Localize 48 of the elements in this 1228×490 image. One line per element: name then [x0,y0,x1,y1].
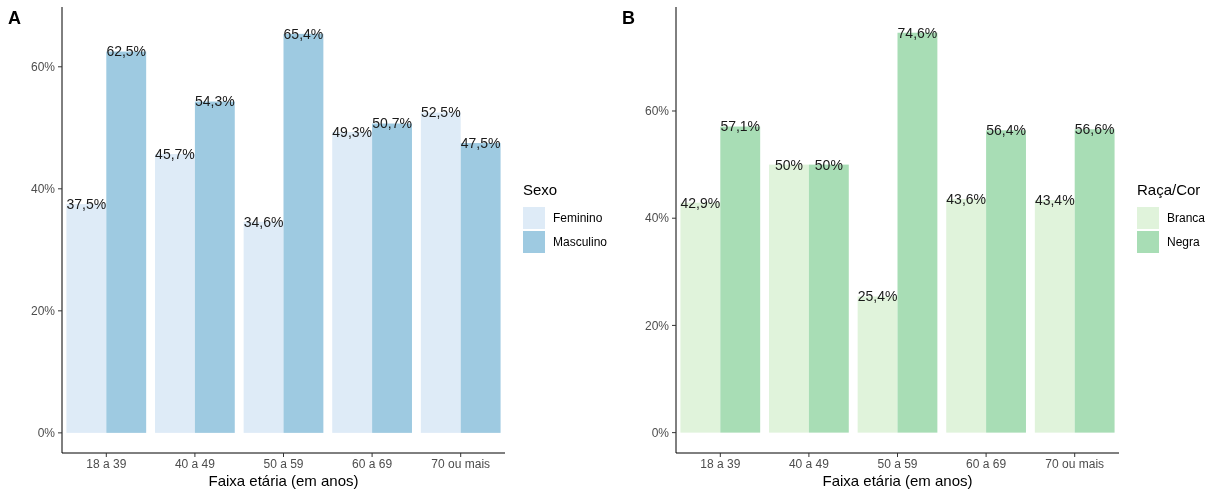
data-label: 50,7% [372,115,412,132]
legend-label: Masculino [553,235,608,250]
x-tick-label: 60 a 69 [966,457,1007,471]
legend-title: Sexo [523,181,558,198]
data-label: 25,4% [857,288,898,305]
x-axis-title: Faixa etária (em anos) [208,472,359,489]
y-tick-label: 0% [37,426,56,441]
y-tick-label: 60% [644,104,670,119]
legend-title: Raça/Cor [1137,181,1201,198]
x-tick-label: 18 a 39 [700,457,741,471]
legend-label: Feminino [553,211,603,226]
y-tick-label: 20% [644,318,670,333]
chart-title: B [622,8,635,28]
x-tick-label: 40 a 49 [174,457,216,471]
legend-label: Branca [1167,211,1206,226]
data-label: 50% [774,156,803,173]
x-tick-label: 60 a 69 [352,457,393,471]
data-label: 52,5% [420,104,461,121]
y-tick-label: 60% [30,59,56,74]
data-label: 56,4% [986,122,1026,139]
data-label: 43,4% [1034,191,1075,208]
x-tick-label: 40 a 49 [788,457,830,471]
x-axis-title: Faixa etária (em anos) [822,472,973,489]
data-label: 65,4% [283,25,324,42]
data-label: 37,5% [66,195,107,212]
data-label: 54,3% [194,93,235,110]
data-label: 42,9% [680,194,721,211]
data-label: 43,6% [946,190,987,207]
data-label: 49,3% [332,123,373,140]
x-tick-label: 50 a 59 [263,457,304,471]
data-label: 57,1% [720,118,761,135]
data-label: 56,6% [1074,121,1115,138]
x-tick-label: 70 ou mais [431,457,491,471]
data-label: 62,5% [106,43,147,60]
x-tick-label: 70 ou mais [1045,457,1105,471]
chart-title: A [8,8,21,28]
y-tick-label: 0% [651,425,670,440]
data-label: 45,7% [155,145,195,162]
x-tick-label: 18 a 39 [86,457,127,471]
y-tick-label: 40% [644,211,670,226]
data-label: 47,5% [460,134,501,151]
legend-label: Negra [1167,235,1201,250]
data-label: 34,6% [243,213,284,230]
x-tick-label: 50 a 59 [877,457,918,471]
y-tick-label: 20% [30,304,56,319]
data-label: 74,6% [897,24,938,41]
y-tick-label: 40% [30,182,56,197]
data-label: 50% [814,156,843,173]
